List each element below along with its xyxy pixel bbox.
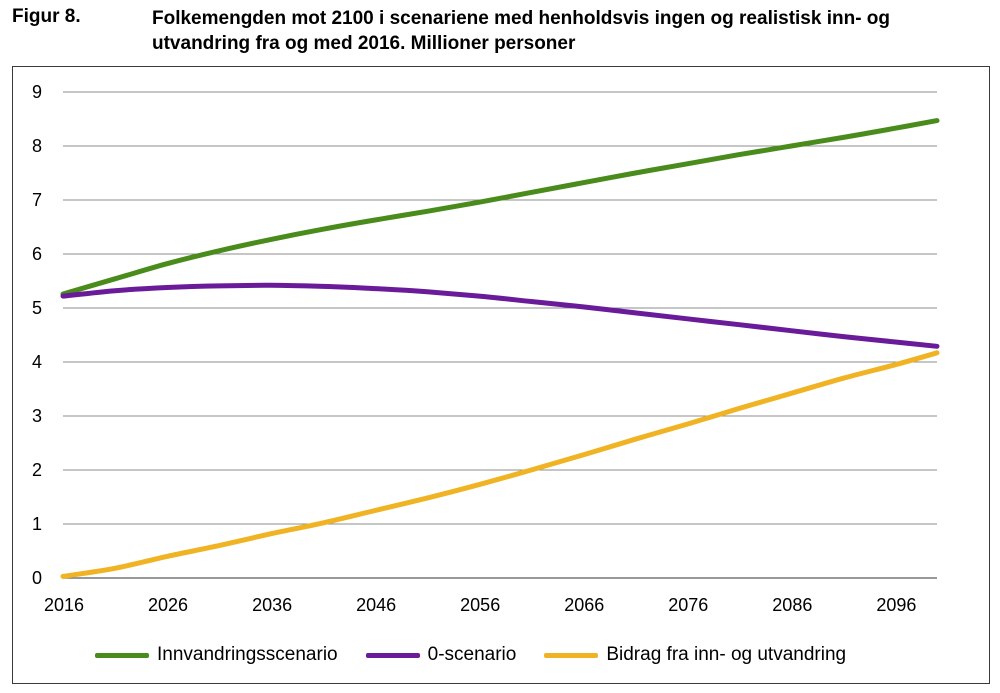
x-tick-label: 2066 <box>564 595 604 615</box>
legend: Innvandringsscenario 0-scenario Bidrag fra… <box>95 641 874 669</box>
legend-label: Bidrag fra inn- og utvandring <box>606 644 847 665</box>
gridlines <box>63 91 937 579</box>
y-tick-label: 4 <box>32 352 42 372</box>
series-line-0-scenario <box>60 282 940 349</box>
figure-title: Folkemengden mot 2100 i scenariene med h… <box>152 8 891 54</box>
series-line-innvandringsscenario <box>60 118 940 297</box>
y-tick-label: 7 <box>32 190 42 210</box>
y-tick-label: 8 <box>32 136 42 156</box>
y-tick-label: 0 <box>32 568 42 588</box>
series-line-bidrag <box>60 350 940 579</box>
y-tick-label: 2 <box>32 460 42 480</box>
y-axis-ticks: 0 1 2 3 4 5 6 7 8 9 <box>32 82 42 588</box>
legend-swatch <box>365 652 420 658</box>
figure-label: Figur 8. <box>12 6 81 27</box>
legend-label: Innvandringsscenario <box>157 644 338 665</box>
y-tick-label: 6 <box>32 244 42 264</box>
x-tick-label: 2046 <box>356 595 396 615</box>
y-tick-label: 1 <box>32 514 42 534</box>
legend-item: Innvandringsscenario <box>95 644 338 666</box>
legend-item: 0-scenario <box>365 644 517 666</box>
x-axis-ticks: 2016 2026 2036 2046 2056 2066 2076 2086 2096 <box>44 595 916 615</box>
x-tick-label: 2086 <box>772 595 812 615</box>
chart-frame <box>12 66 990 684</box>
x-tick-label: 2036 <box>252 595 292 615</box>
x-tick-label: 2076 <box>668 595 708 615</box>
y-tick-label: 9 <box>32 82 42 102</box>
series-lines <box>60 118 940 579</box>
legend-label: 0-scenario <box>427 644 517 665</box>
y-tick-label: 3 <box>32 406 42 426</box>
x-tick-label: 2026 <box>148 595 188 615</box>
legend-item: Bidrag fra inn- og utvandring <box>544 644 846 666</box>
legend-swatch <box>544 652 599 658</box>
legend-swatch <box>95 652 149 658</box>
x-tick-label: 2056 <box>460 595 500 615</box>
x-tick-label: 2096 <box>876 595 916 615</box>
y-tick-label: 5 <box>32 298 42 318</box>
x-tick-label: 2016 <box>44 595 84 615</box>
